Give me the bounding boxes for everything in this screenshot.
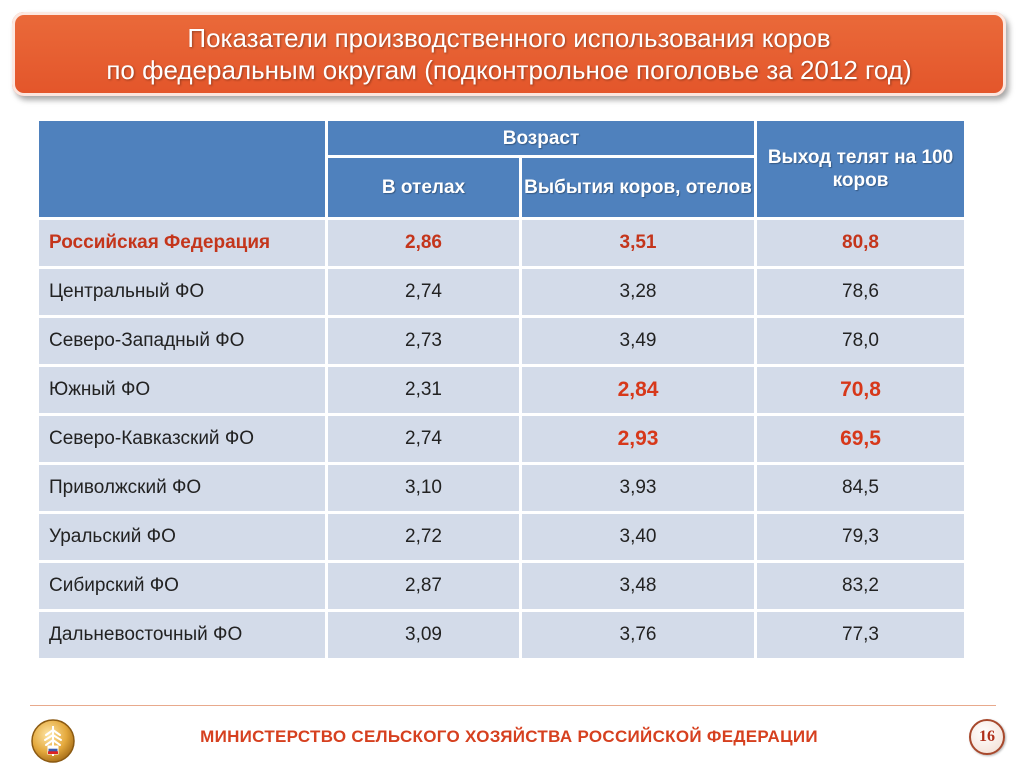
region-cell: Северо-Западный ФО [36,315,328,367]
footer-divider [30,705,996,706]
disposal-cell-highlight: 2,93 [518,413,758,465]
disposal-cell: 3,28 [518,266,758,318]
region-cell: Российская Федерация [36,217,328,269]
disposal-cell: 3,93 [518,462,758,514]
region-cell: Северо-Кавказский ФО [36,413,328,465]
region-cell: Южный ФО [36,364,328,416]
calves-cell: 84,5 [754,462,968,514]
calving-cell: 3,09 [325,609,522,661]
header-age: Возраст [324,118,758,158]
data-table: Возраст Выход телят на 100 коров В отела… [36,118,968,661]
table-row: Центральный ФО 2,74 3,28 78,6 [36,266,968,318]
page-number-badge: 16 [969,719,1005,755]
title-banner: Показатели производственного использован… [12,12,1006,96]
ministry-name: МИНИСТЕРСТВО СЕЛЬСКОГО ХОЗЯЙСТВА РОССИЙС… [200,727,818,746]
calves-cell: 78,6 [754,266,968,318]
header-disposal: Выбытия коров, отелов [518,155,758,220]
table-row: Северо-Кавказский ФО 2,74 2,93 69,5 [36,413,968,465]
table-row: Сибирский ФО 2,87 3,48 83,2 [36,560,968,612]
page-number: 16 [979,728,995,745]
title-line-2: по федеральным округам (подконтрольное п… [106,55,912,85]
table-row: Дальневосточный ФО 3,09 3,76 77,3 [36,609,968,661]
disposal-cell: 3,48 [518,560,758,612]
calving-cell: 2,73 [325,315,522,367]
table-row: Уральский ФО 2,72 3,40 79,3 [36,511,968,563]
calving-cell: 2,72 [325,511,522,563]
disposal-cell-highlight: 2,84 [518,364,758,416]
region-cell: Уральский ФО [36,511,328,563]
disposal-cell: 3,51 [518,217,758,269]
calving-cell: 2,31 [325,364,522,416]
table-row: Приволжский ФО 3,10 3,93 84,5 [36,462,968,514]
calves-cell: 80,8 [754,217,968,269]
disposal-cell: 3,49 [518,315,758,367]
calving-cell: 2,87 [325,560,522,612]
calves-cell-highlight: 70,8 [754,364,968,416]
calving-cell: 3,10 [325,462,522,514]
wheat-emblem-icon [30,718,76,764]
calves-cell: 77,3 [754,609,968,661]
region-cell: Сибирский ФО [36,560,328,612]
disposal-cell: 3,40 [518,511,758,563]
table-row-total: Российская Федерация 2,86 3,51 80,8 [36,217,968,269]
table-row: Северо-Западный ФО 2,73 3,49 78,0 [36,315,968,367]
calving-cell: 2,74 [325,266,522,318]
table-row: Южный ФО 2,31 2,84 70,8 [36,364,968,416]
region-cell: Дальневосточный ФО [36,609,328,661]
calving-cell: 2,74 [325,413,522,465]
region-cell: Приволжский ФО [36,462,328,514]
header-calves: Выход телят на 100 коров [754,118,968,220]
region-cell: Центральный ФО [36,266,328,318]
calves-cell: 79,3 [754,511,968,563]
calves-cell-highlight: 69,5 [754,413,968,465]
disposal-cell: 3,76 [518,609,758,661]
calves-cell: 83,2 [754,560,968,612]
title-line-1: Показатели производственного использован… [187,23,831,53]
header-calving: В отелах [325,155,522,220]
calves-cell: 78,0 [754,315,968,367]
header-empty-cell [36,118,328,220]
calving-cell: 2,86 [325,217,522,269]
